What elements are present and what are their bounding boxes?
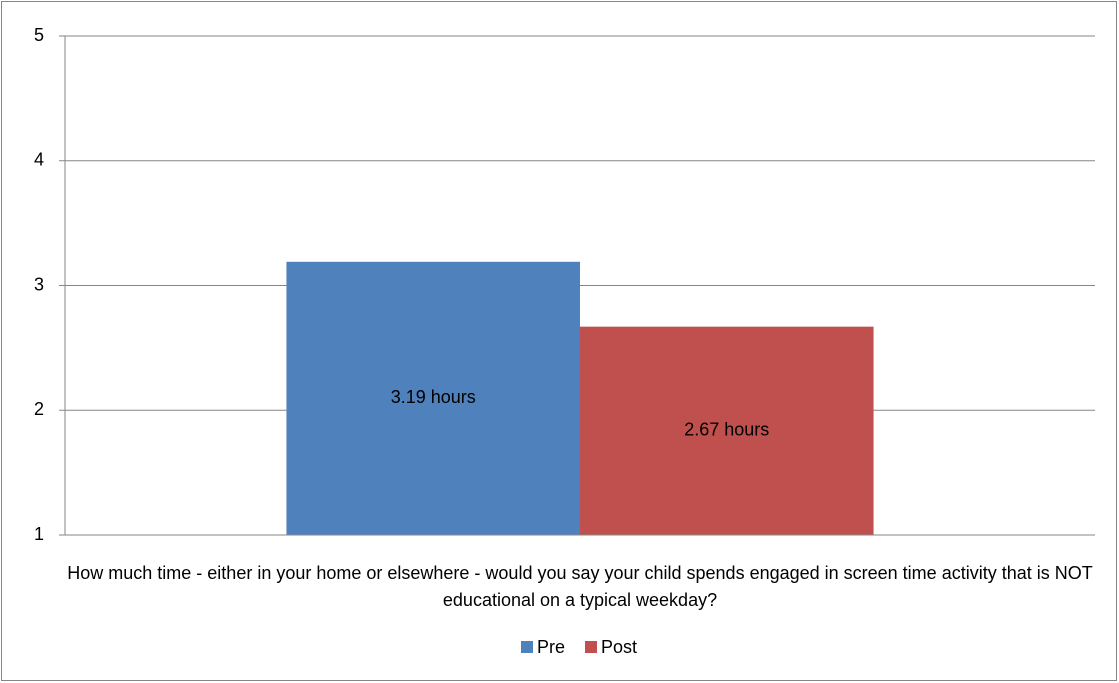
bar (580, 326, 874, 535)
legend-label: Post (601, 637, 637, 657)
y-tick-label: 4 (34, 150, 44, 170)
data-label: 3.19 hours (391, 387, 476, 407)
legend-label: Pre (537, 637, 565, 657)
y-tick-label: 5 (34, 25, 44, 45)
x-category-label: How much time - either in your home or e… (67, 563, 1093, 610)
y-tick-label: 2 (34, 399, 44, 419)
legend-swatch (585, 641, 597, 653)
bar (286, 261, 580, 535)
data-label: 2.67 hours (684, 420, 769, 440)
y-tick-label: 3 (34, 274, 44, 294)
y-tick-label: 1 (34, 524, 44, 544)
legend-swatch (521, 641, 533, 653)
